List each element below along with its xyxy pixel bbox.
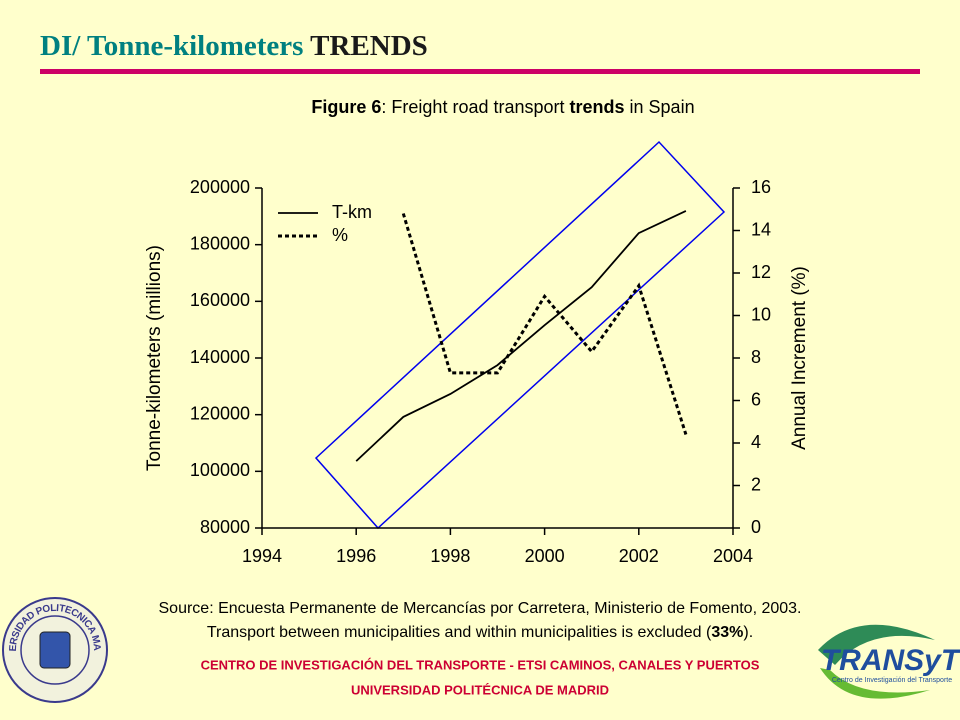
title-rule (40, 69, 920, 74)
source-note: Source: Encuesta Permanente de Mercancía… (159, 600, 802, 617)
y2-tick-label: 12 (751, 262, 771, 282)
chart-title-part: in Spain (625, 97, 695, 117)
y2-tick-label: 8 (751, 347, 761, 367)
chart-title-part: : Freight road transport (381, 97, 569, 117)
title-part: DI/ Tonne-kilometers (40, 30, 303, 62)
seal-shield (39, 631, 71, 669)
legend-label: % (332, 225, 348, 245)
y2-tick-label: 10 (751, 304, 771, 324)
title-part: TRENDS (310, 30, 428, 62)
x-tick-label: 1996 (336, 546, 376, 566)
slide-title: DI/ Tonne-kilometers TRENDS (40, 30, 428, 62)
x-tick-label: 1998 (430, 546, 470, 566)
plot: 8000010000012000014000016000018000020000… (190, 177, 771, 566)
chart-title: Figure 6: Freight road transport trends … (311, 97, 694, 117)
source-note: Transport between municipalities and wit… (207, 624, 753, 641)
x-tick-label: 1994 (242, 546, 282, 566)
y2-tick-label: 0 (751, 517, 761, 537)
logo-swoosh (820, 668, 930, 699)
y-tick-label: 140000 (190, 347, 250, 367)
footer-text: UNIVERSIDAD POLITÉCNICA DE MADRID (351, 682, 609, 697)
seal-inner (20, 615, 90, 685)
source-part: ). (743, 624, 753, 641)
x-tick-label: 2002 (619, 546, 659, 566)
y2-tick-label: 2 (751, 474, 761, 494)
series-line (401, 213, 688, 435)
logo-swoosh (818, 624, 935, 665)
y-tick-label: 160000 (190, 290, 250, 310)
chart-title-part: trends (570, 97, 625, 117)
chart-title-part: Figure 6 (311, 97, 381, 117)
transyt-logo: TRANSyT Centro de Investigación del Tran… (818, 624, 960, 699)
y-tick-label: 180000 (190, 233, 250, 253)
y-tick-label: 200000 (190, 177, 250, 197)
source-part: 33% (711, 624, 743, 641)
y2-tick-label: 6 (751, 389, 761, 409)
y2-tick-label: 14 (751, 219, 771, 239)
x-tick-label: 2000 (525, 546, 565, 566)
y-tick-label: 80000 (200, 517, 250, 537)
logo-subtext: Centro de Investigación del Transporte (832, 677, 952, 684)
y-tick-label: 120000 (190, 403, 250, 423)
y2-tick-label: 16 (751, 177, 771, 197)
logo-text: TRANSyT (821, 644, 960, 677)
y-axis-label: Tonne-kilometers (millions) (144, 245, 165, 471)
y2-tick-label: 4 (751, 432, 761, 452)
footer-text: CENTRO DE INVESTIGACIÓN DEL TRANSPORTE -… (201, 657, 760, 672)
legend-label: T-km (332, 202, 372, 222)
highlight-box (314, 140, 726, 530)
y-tick-label: 100000 (190, 460, 250, 480)
source-part: Transport between municipalities and wit… (207, 624, 712, 641)
x-tick-label: 2004 (713, 546, 753, 566)
y2-axis-label: Annual Increment (%) (789, 266, 810, 450)
series-line (355, 210, 687, 462)
